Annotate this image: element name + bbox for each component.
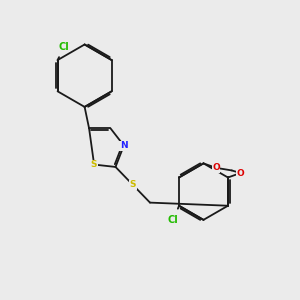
Text: O: O	[212, 163, 220, 172]
Text: S: S	[91, 160, 98, 169]
Text: Cl: Cl	[167, 215, 178, 225]
Text: O: O	[237, 169, 244, 178]
Text: N: N	[120, 141, 128, 150]
Text: S: S	[130, 180, 136, 189]
Text: Cl: Cl	[59, 42, 70, 52]
